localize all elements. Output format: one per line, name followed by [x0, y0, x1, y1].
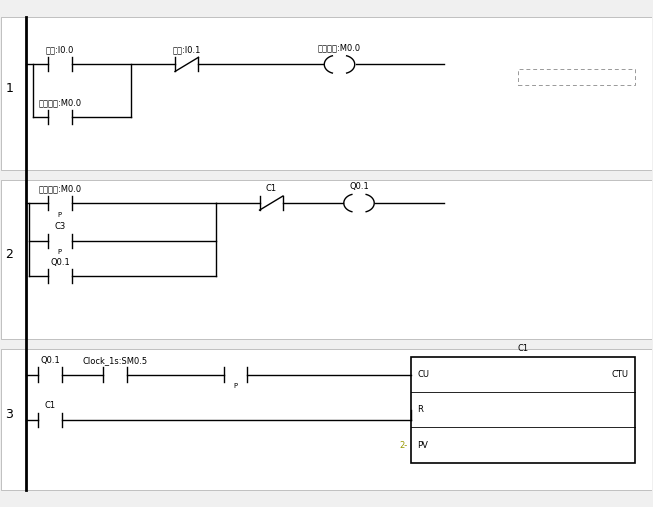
Text: 启动:I0.0: 启动:I0.0 — [46, 46, 74, 55]
Bar — [1, 17, 652, 170]
Text: C1: C1 — [518, 344, 529, 353]
Text: C3: C3 — [54, 222, 65, 231]
Text: 2-: 2- — [400, 441, 407, 450]
Text: P: P — [58, 211, 62, 218]
Text: C1: C1 — [44, 402, 56, 410]
Text: 1: 1 — [5, 82, 13, 95]
Text: P: P — [233, 383, 238, 389]
Text: 停止:I0.1: 停止:I0.1 — [172, 46, 201, 55]
Bar — [1, 180, 652, 339]
Text: 启动标志:M0.0: 启动标志:M0.0 — [39, 185, 82, 194]
Text: Q0.1: Q0.1 — [40, 356, 60, 365]
Text: C1: C1 — [266, 185, 277, 194]
Text: Q0.1: Q0.1 — [50, 258, 70, 267]
Text: CTU: CTU — [612, 370, 629, 379]
Text: 2: 2 — [5, 248, 13, 261]
Text: 3: 3 — [5, 408, 13, 421]
Bar — [1, 349, 652, 490]
Text: 启动标志:M0.0: 启动标志:M0.0 — [39, 99, 82, 108]
Text: Q0.1: Q0.1 — [349, 183, 369, 192]
Bar — [518, 69, 635, 85]
Text: CU: CU — [417, 370, 430, 379]
Text: 启动标志:M0.0: 启动标志:M0.0 — [318, 44, 361, 53]
Text: PV: PV — [417, 441, 428, 450]
Bar — [411, 357, 635, 463]
Text: R: R — [417, 405, 423, 414]
Text: Clock_1s:SM0.5: Clock_1s:SM0.5 — [83, 356, 148, 365]
Text: P: P — [58, 249, 62, 256]
